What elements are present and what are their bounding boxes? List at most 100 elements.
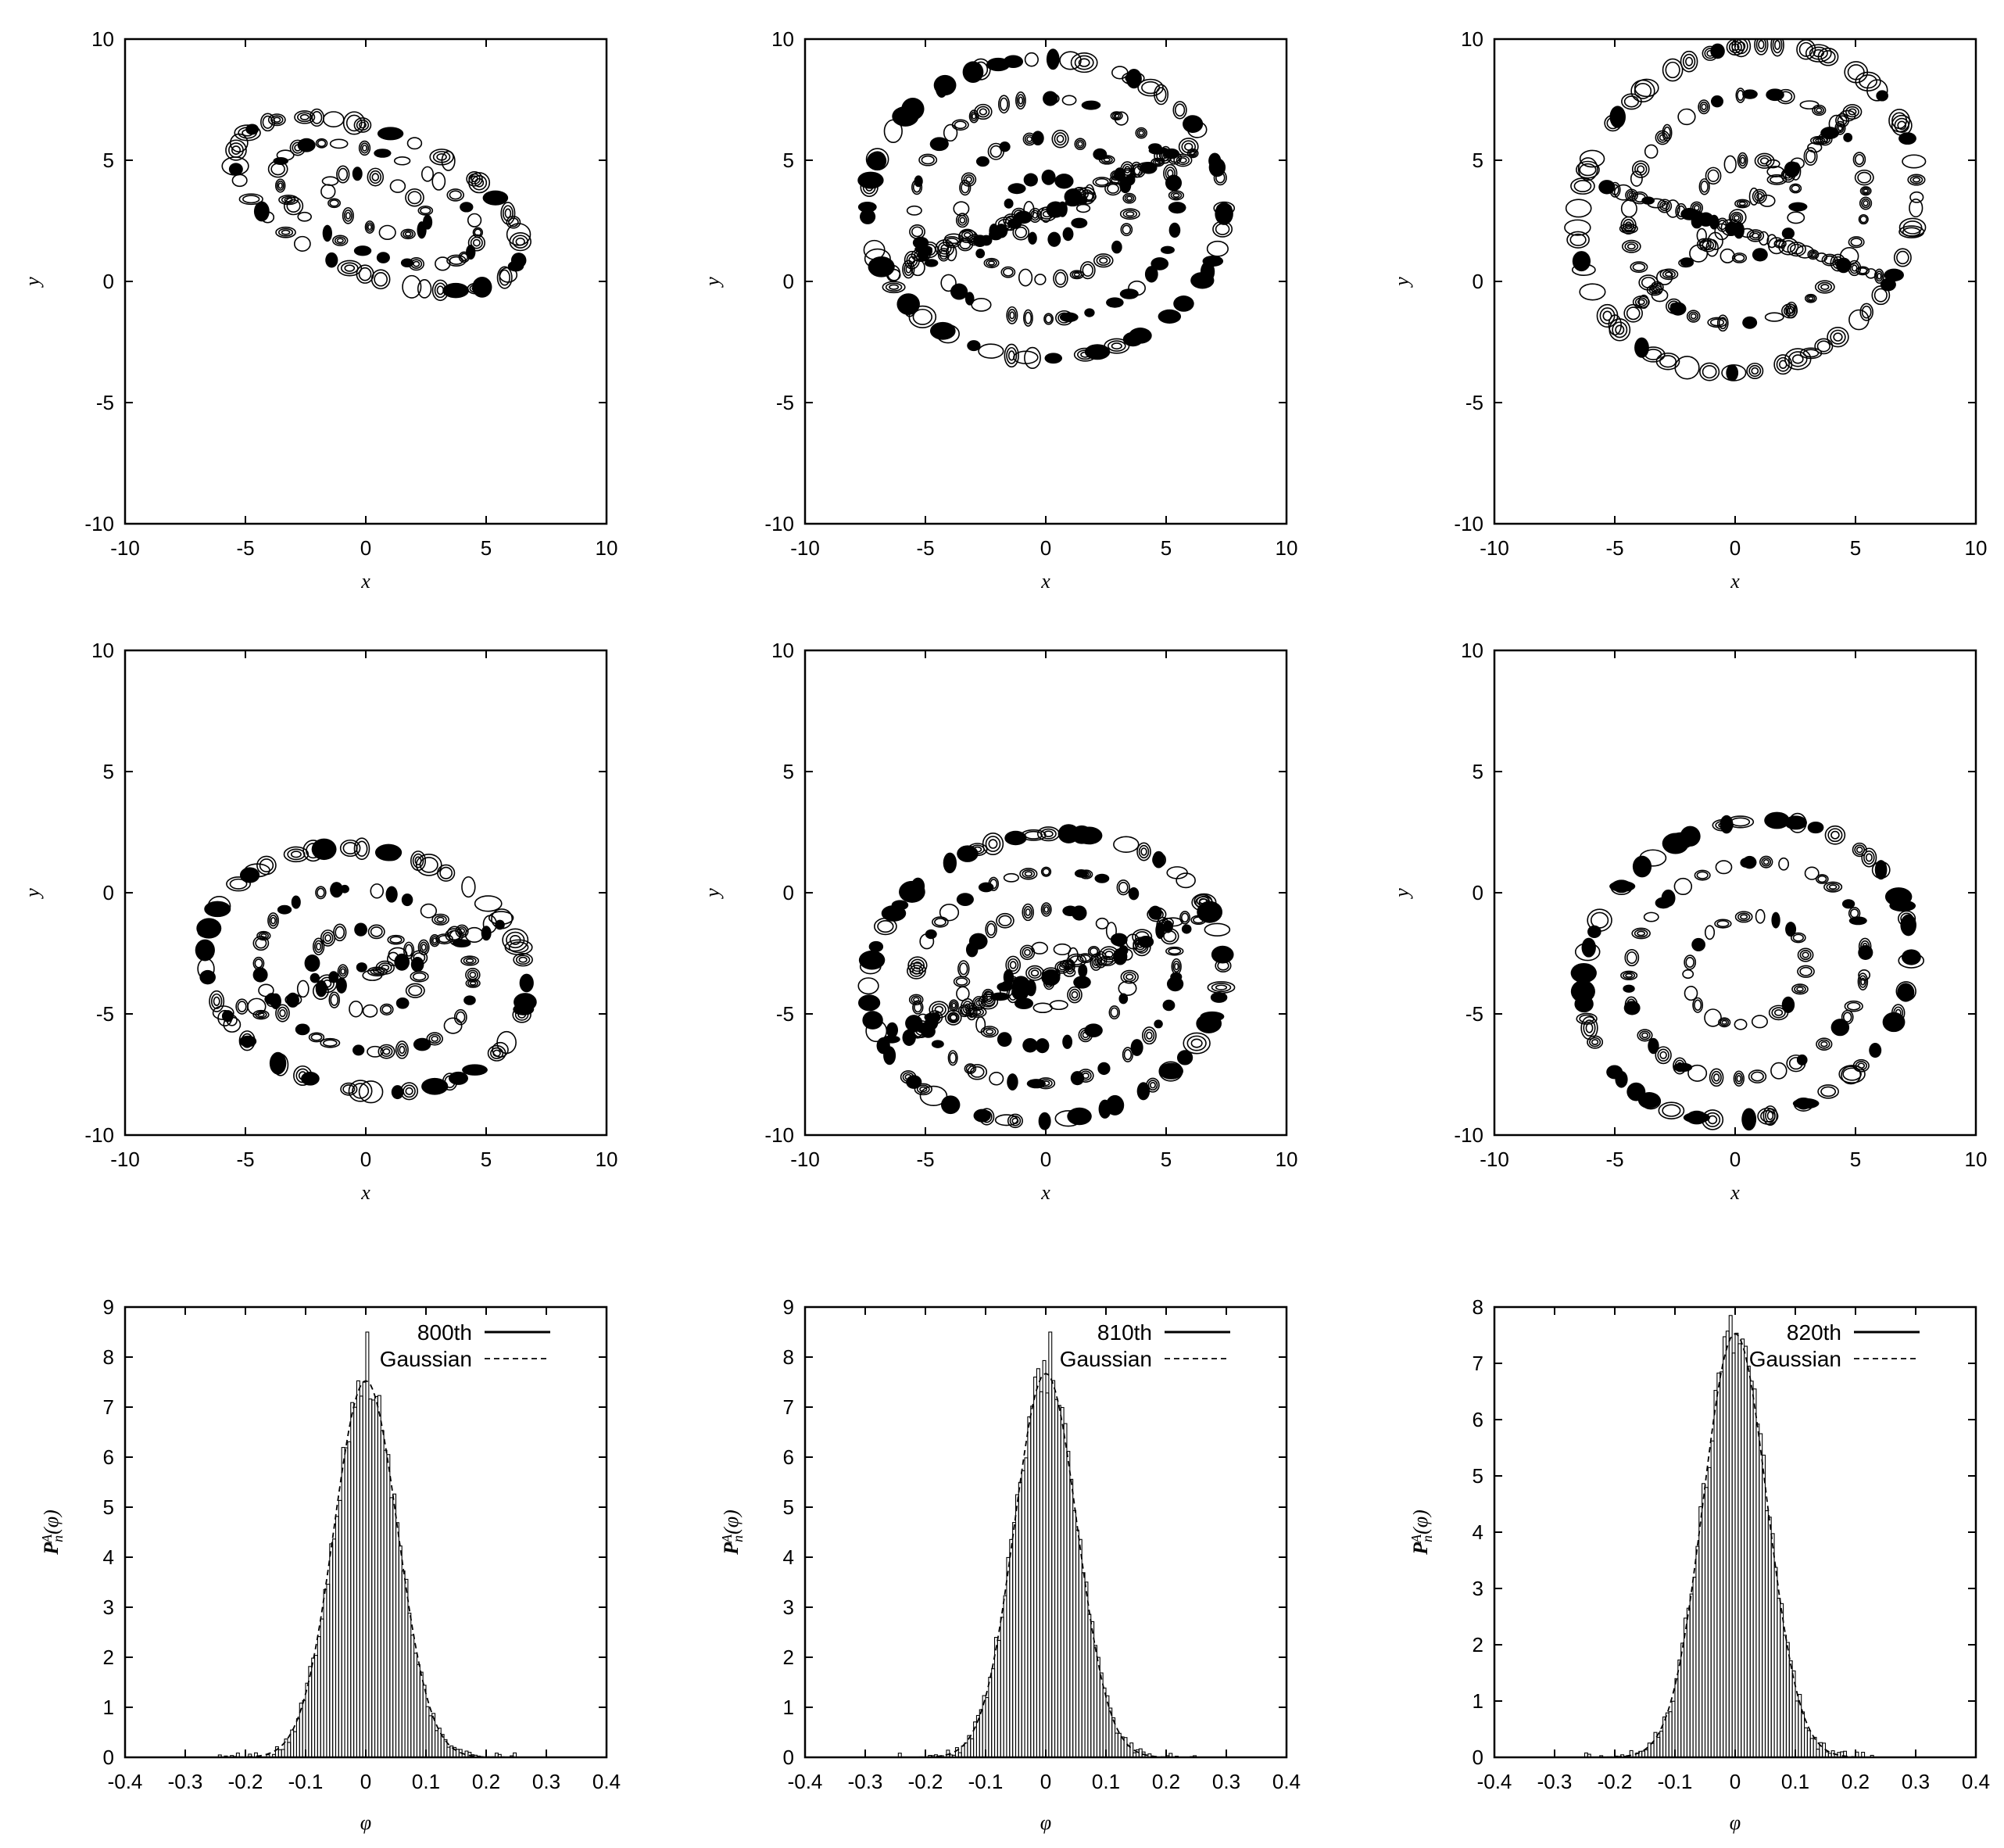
contour-panel-top-left: -10 -5 0 5 10 -10 -5 0 5 10 x y bbox=[21, 27, 617, 593]
contour-blob bbox=[935, 77, 948, 98]
contour-line bbox=[932, 916, 949, 928]
contour-line bbox=[412, 853, 424, 868]
contour-blob bbox=[1081, 100, 1101, 110]
x-tick-label: -0.1 bbox=[1658, 1770, 1693, 1793]
histogram-bar bbox=[277, 1749, 282, 1757]
contour-blob bbox=[883, 1046, 896, 1065]
contour-line bbox=[324, 934, 331, 942]
histogram-bar bbox=[1680, 1642, 1685, 1757]
contour-blob bbox=[301, 1071, 320, 1086]
histogram-bar bbox=[991, 1668, 996, 1757]
contour-line bbox=[465, 958, 474, 964]
contour-line bbox=[1682, 53, 1696, 70]
contour-line bbox=[1893, 1006, 1904, 1020]
histogram-bar bbox=[961, 1745, 965, 1757]
contour-line bbox=[1806, 295, 1816, 303]
histogram-bar bbox=[326, 1584, 331, 1757]
x-tick-label: -10 bbox=[110, 1148, 140, 1171]
contour-blob bbox=[413, 1037, 431, 1051]
contour-line bbox=[945, 1009, 962, 1026]
contour-line bbox=[1689, 244, 1709, 263]
contour-line bbox=[1623, 95, 1639, 108]
histogram-bar bbox=[1009, 1538, 1014, 1757]
contour-line bbox=[1737, 912, 1751, 922]
contour-line bbox=[272, 1053, 289, 1076]
contour-line bbox=[971, 237, 978, 243]
contour-line bbox=[972, 1009, 982, 1015]
contour-line bbox=[1694, 999, 1702, 1012]
contour-line bbox=[1565, 199, 1592, 218]
contour-blob bbox=[449, 1071, 469, 1085]
contour-line bbox=[988, 260, 996, 266]
histogram-bar bbox=[1686, 1607, 1691, 1757]
contour-line bbox=[1043, 906, 1049, 913]
histogram-bar bbox=[1057, 1405, 1061, 1757]
contour-line bbox=[463, 957, 477, 965]
contour-line bbox=[332, 235, 349, 246]
contour-line bbox=[1580, 1015, 1598, 1040]
contour-line bbox=[1659, 1051, 1667, 1059]
contour-line bbox=[1122, 192, 1136, 204]
contour-line bbox=[370, 883, 385, 899]
contour-line bbox=[1830, 830, 1840, 840]
y-tick-label: 0 bbox=[103, 1746, 114, 1769]
contour-line bbox=[1848, 236, 1865, 249]
contour-line bbox=[1762, 858, 1770, 865]
contour-blob bbox=[1073, 976, 1091, 989]
contour-line bbox=[1609, 318, 1631, 342]
x-tick-label: 10 bbox=[1965, 1148, 1988, 1171]
contour-line bbox=[1024, 134, 1035, 145]
contour-blob bbox=[1673, 1062, 1693, 1073]
y-tick-label: -5 bbox=[776, 391, 794, 414]
contour-line bbox=[968, 109, 979, 124]
contour-line bbox=[939, 904, 960, 922]
contour-blob bbox=[1669, 302, 1687, 316]
x-tick-label: 5 bbox=[1850, 1148, 1861, 1171]
contour-line bbox=[297, 211, 312, 222]
contour-line bbox=[1071, 990, 1079, 999]
contour-line bbox=[453, 1008, 467, 1026]
contour-blob bbox=[330, 882, 344, 898]
contour-line bbox=[1851, 264, 1858, 272]
contour-line bbox=[1612, 321, 1628, 338]
contour-line bbox=[1680, 50, 1698, 73]
contour-line bbox=[1748, 187, 1759, 206]
x-tick-label: -0.1 bbox=[968, 1770, 1004, 1793]
contour-line bbox=[1059, 51, 1082, 70]
histogram-bar bbox=[1741, 1338, 1745, 1757]
contour-line bbox=[1891, 114, 1913, 136]
contour-line bbox=[408, 257, 424, 271]
contour-line bbox=[1079, 261, 1096, 280]
contour-line bbox=[362, 1004, 378, 1018]
contour-line bbox=[1613, 882, 1630, 894]
histogram-bar bbox=[1731, 1352, 1736, 1757]
y-tick-label: 4 bbox=[783, 1545, 794, 1569]
contour-line bbox=[1634, 297, 1648, 307]
contour-line bbox=[1022, 869, 1036, 879]
y-tick-label: 10 bbox=[771, 27, 794, 51]
contour-line bbox=[959, 217, 966, 224]
contour-line bbox=[1122, 972, 1136, 983]
contour-blob bbox=[1215, 202, 1233, 225]
contour-line bbox=[929, 1001, 950, 1019]
contour-line bbox=[405, 188, 424, 207]
contour-line bbox=[959, 962, 968, 976]
contour-line bbox=[472, 227, 484, 238]
contour-line bbox=[1898, 225, 1925, 238]
contour-line bbox=[1847, 64, 1865, 81]
contour-line bbox=[914, 1083, 932, 1096]
contour-blob bbox=[252, 967, 268, 983]
contour-blob bbox=[1158, 309, 1182, 324]
contour-line bbox=[1141, 1026, 1157, 1045]
contour-blob bbox=[1044, 353, 1063, 364]
contour-line bbox=[1824, 825, 1846, 845]
contour-line bbox=[1778, 857, 1790, 871]
contour-blob bbox=[1641, 196, 1655, 205]
histogram-bar bbox=[410, 1635, 415, 1757]
contour-line bbox=[1138, 844, 1150, 859]
histogram-bar bbox=[295, 1718, 300, 1757]
contour-line bbox=[322, 932, 334, 944]
contour-line bbox=[431, 936, 439, 946]
histogram-bar bbox=[335, 1516, 339, 1757]
